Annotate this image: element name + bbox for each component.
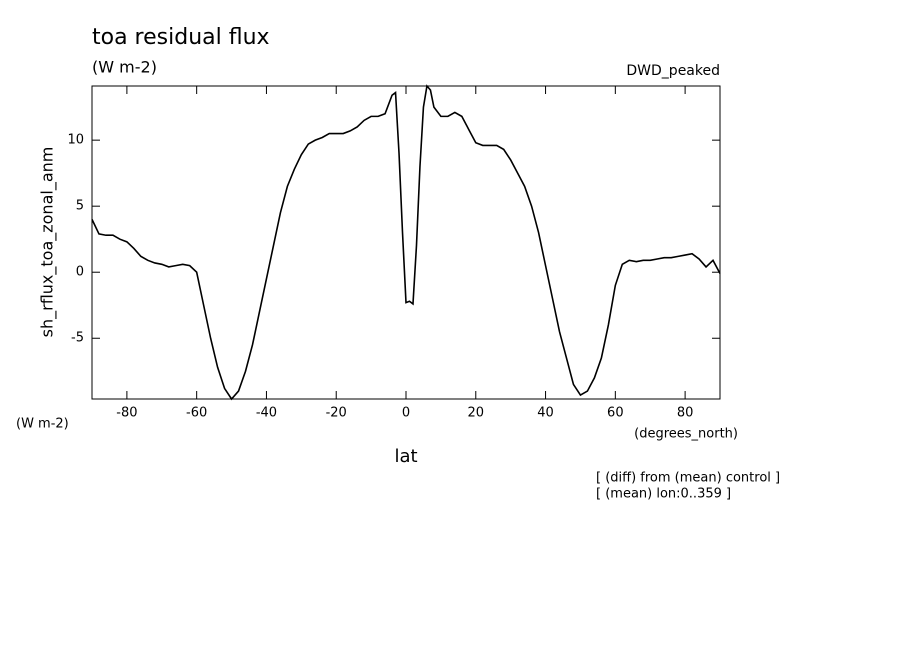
x-units: (degrees_north)	[634, 427, 738, 442]
chart-title: toa residual flux	[92, 25, 270, 50]
y-tick-label: -5	[71, 331, 84, 346]
x-tick-label: -80	[116, 406, 137, 421]
y-tick-label: 10	[67, 133, 84, 148]
x-tick-label: 60	[607, 406, 624, 421]
x-tick-label: -20	[326, 406, 347, 421]
note: [ (mean) lon:0..359 ]	[596, 487, 731, 502]
x-tick-label: -60	[186, 406, 207, 421]
chart-subtitle: (W m-2)	[92, 58, 157, 77]
x-tick-label: 20	[468, 406, 485, 421]
dataset-label: DWD_peaked	[626, 63, 720, 79]
x-tick-label: 0	[402, 406, 410, 421]
note: [ (diff) from (mean) control ]	[596, 471, 780, 486]
x-tick-label: -40	[256, 406, 277, 421]
y-axis-label: sh_rflux_toa_zonal_anm	[38, 147, 58, 338]
plot-frame	[91, 85, 721, 400]
x-tick-label: 40	[537, 406, 554, 421]
y-units: (W m-2)	[16, 417, 69, 432]
data-line	[91, 84, 721, 401]
y-tick-label: 5	[76, 199, 84, 214]
x-axis-label: lat	[394, 446, 417, 467]
x-tick-label: 80	[677, 406, 694, 421]
y-tick-label: 0	[76, 265, 84, 280]
